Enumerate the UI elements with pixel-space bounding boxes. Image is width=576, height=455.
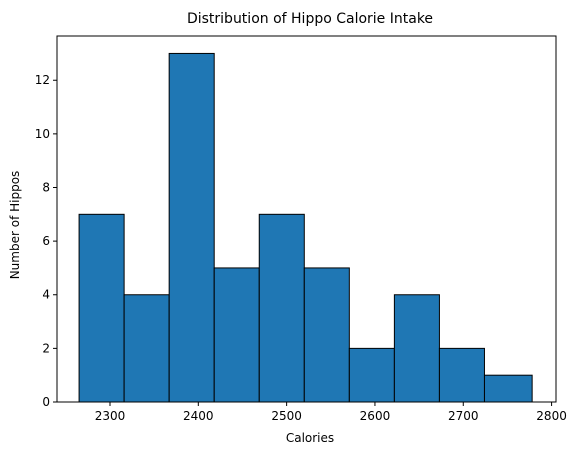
- y-tick-label: 12: [35, 73, 50, 87]
- histogram-bar: [438, 347, 485, 403]
- histogram-bar: [303, 267, 350, 403]
- x-tick-label: 2600: [360, 409, 391, 423]
- axes-group: [56, 35, 557, 403]
- x-ticks-group: 2300 2400 2500 2600 2700 2800: [95, 402, 567, 423]
- y-tick-label: 10: [35, 127, 50, 141]
- histogram-bar: [168, 52, 215, 403]
- histogram-bar: [213, 267, 260, 403]
- y-tick-label: 2: [42, 341, 50, 355]
- histogram-bar: [258, 213, 305, 403]
- y-tick-label: 4: [42, 288, 50, 302]
- x-tick-label: 2800: [536, 409, 567, 423]
- histogram-bar: [78, 213, 125, 403]
- y-tick-label: 0: [42, 395, 50, 409]
- y-ticks-group: 0 2 4 6 8 10 12: [35, 73, 57, 409]
- histogram-bar: [483, 374, 533, 403]
- y-tick-label: 8: [42, 180, 50, 194]
- x-tick-label: 2700: [448, 409, 479, 423]
- x-axis-title: Calories: [286, 431, 334, 445]
- bars-group: [78, 52, 533, 403]
- plot-frame: [56, 35, 557, 403]
- x-tick-label: 2300: [95, 409, 126, 423]
- y-tick-label: 6: [42, 234, 50, 248]
- x-tick-label: 2400: [183, 409, 214, 423]
- histogram-bar: [123, 294, 170, 403]
- y-axis-title: Number of Hippos: [8, 171, 22, 280]
- histogram-bar: [393, 294, 440, 403]
- chart-title: Distribution of Hippo Calorie Intake: [187, 11, 433, 27]
- x-tick-label: 2500: [271, 409, 302, 423]
- histogram-bar: [348, 347, 395, 403]
